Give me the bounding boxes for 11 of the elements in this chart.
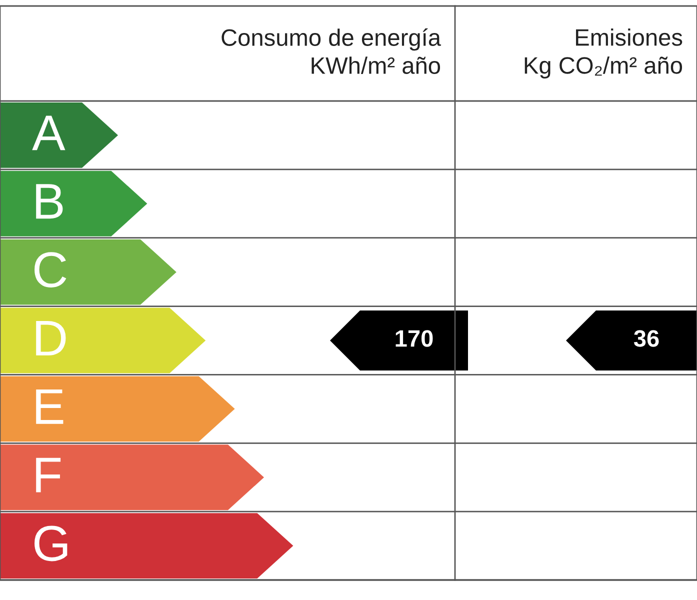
category-label: B <box>36 184 63 219</box>
text: Consumo de energía KWh/m² año <box>222 28 442 74</box>
text: Emisiones Kg CO₂/m² año <box>524 28 682 79</box>
category-label: F <box>36 458 61 492</box>
category-label: D <box>36 321 66 356</box>
category-label: G <box>34 526 68 562</box>
data-label: 36 <box>634 330 659 347</box>
category-label: A <box>32 116 66 150</box>
data-label: 170 <box>396 330 433 347</box>
category-label: C <box>34 252 66 288</box>
category-label: E <box>36 389 64 424</box>
